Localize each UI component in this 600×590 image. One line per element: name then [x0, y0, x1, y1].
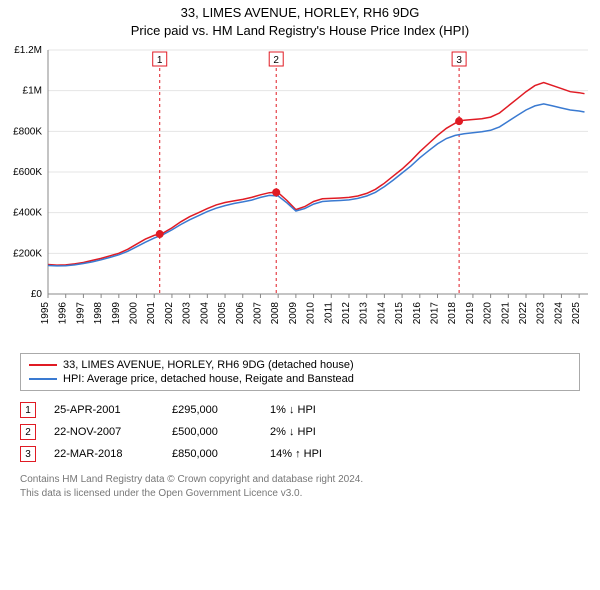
svg-text:2016: 2016: [412, 302, 423, 325]
svg-text:2006: 2006: [235, 302, 246, 325]
sale-marker-box: 3: [20, 446, 36, 462]
svg-text:2020: 2020: [483, 302, 494, 325]
svg-text:2015: 2015: [394, 302, 405, 325]
svg-text:1996: 1996: [58, 302, 69, 325]
sale-date: 22-NOV-2007: [54, 426, 154, 438]
svg-text:2005: 2005: [217, 302, 228, 325]
svg-text:£1.2M: £1.2M: [14, 45, 42, 56]
svg-text:2002: 2002: [164, 302, 175, 325]
sales-row: 1 25-APR-2001 £295,000 1% ↓ HPI: [20, 399, 580, 421]
svg-text:2010: 2010: [306, 302, 317, 325]
title-area: 33, LIMES AVENUE, HORLEY, RH6 9DG Price …: [0, 0, 600, 42]
svg-text:£400K: £400K: [13, 208, 42, 219]
svg-text:2018: 2018: [447, 302, 458, 325]
svg-text:1998: 1998: [93, 302, 104, 325]
sales-table: 1 25-APR-2001 £295,000 1% ↓ HPI 2 22-NOV-2007…: [20, 399, 580, 465]
sale-pct: 14% ↑ HPI: [270, 448, 370, 460]
sale-date: 25-APR-2001: [54, 404, 154, 416]
svg-text:2009: 2009: [288, 302, 299, 325]
sale-price: £295,000: [172, 404, 252, 416]
svg-text:2008: 2008: [270, 302, 281, 325]
svg-text:1: 1: [157, 55, 163, 66]
svg-text:3: 3: [456, 55, 462, 66]
svg-text:£1M: £1M: [23, 86, 42, 97]
title-line-2: Price paid vs. HM Land Registry's House …: [0, 22, 600, 40]
footer-line-1: Contains HM Land Registry data © Crown c…: [20, 473, 580, 487]
svg-text:2021: 2021: [500, 302, 511, 325]
svg-text:2025: 2025: [571, 302, 582, 325]
legend-label: HPI: Average price, detached house, Reig…: [63, 373, 354, 385]
svg-text:2012: 2012: [341, 302, 352, 325]
svg-text:£800K: £800K: [13, 127, 42, 138]
svg-text:2011: 2011: [323, 302, 334, 324]
svg-text:2000: 2000: [129, 302, 140, 325]
sale-pct: 2% ↓ HPI: [270, 426, 370, 438]
legend-row: 33, LIMES AVENUE, HORLEY, RH6 9DG (detac…: [29, 358, 571, 372]
sales-row: 3 22-MAR-2018 £850,000 14% ↑ HPI: [20, 443, 580, 465]
svg-text:£200K: £200K: [13, 249, 42, 260]
title-line-1: 33, LIMES AVENUE, HORLEY, RH6 9DG: [0, 4, 600, 22]
svg-text:2007: 2007: [252, 302, 263, 325]
sale-pct: 1% ↓ HPI: [270, 404, 370, 416]
footer-line-2: This data is licensed under the Open Gov…: [20, 487, 580, 501]
svg-text:2017: 2017: [430, 302, 441, 325]
legend-swatch: [29, 364, 57, 366]
sale-marker-box: 2: [20, 424, 36, 440]
svg-text:£600K: £600K: [13, 167, 42, 178]
svg-text:1999: 1999: [111, 302, 122, 325]
svg-text:2013: 2013: [359, 302, 370, 325]
legend-swatch: [29, 378, 57, 380]
legend-label: 33, LIMES AVENUE, HORLEY, RH6 9DG (detac…: [63, 359, 354, 371]
svg-text:2019: 2019: [465, 302, 476, 325]
sales-row: 2 22-NOV-2007 £500,000 2% ↓ HPI: [20, 421, 580, 443]
svg-text:2004: 2004: [199, 302, 210, 325]
sale-marker-box: 1: [20, 402, 36, 418]
legend: 33, LIMES AVENUE, HORLEY, RH6 9DG (detac…: [20, 353, 580, 391]
svg-text:2014: 2014: [376, 302, 387, 325]
svg-text:1995: 1995: [40, 302, 51, 325]
sale-price: £850,000: [172, 448, 252, 460]
svg-text:2024: 2024: [553, 302, 564, 325]
svg-text:2001: 2001: [146, 302, 157, 325]
svg-text:2022: 2022: [518, 302, 529, 325]
svg-text:1997: 1997: [75, 302, 86, 325]
svg-text:2003: 2003: [182, 302, 193, 325]
svg-text:£0: £0: [31, 289, 43, 300]
svg-text:2023: 2023: [536, 302, 547, 325]
sale-date: 22-MAR-2018: [54, 448, 154, 460]
sale-price: £500,000: [172, 426, 252, 438]
svg-text:2: 2: [273, 55, 279, 66]
legend-row: HPI: Average price, detached house, Reig…: [29, 372, 571, 386]
footer: Contains HM Land Registry data © Crown c…: [20, 473, 580, 500]
chart: £0 £200K £400K £600K £800K £1M £1.2M 1995 1996 19…: [0, 42, 600, 347]
